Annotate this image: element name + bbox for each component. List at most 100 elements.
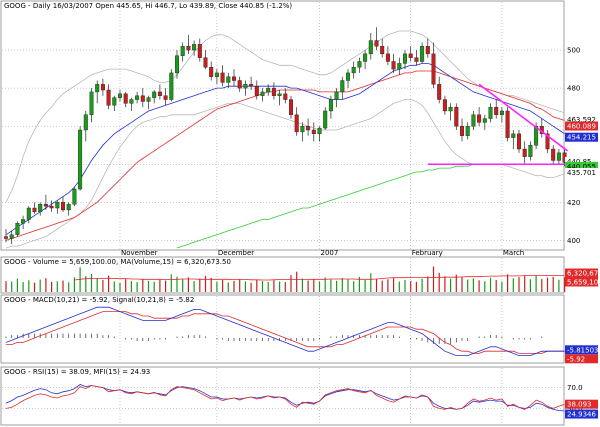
candle-up [471,114,476,127]
candle-up [66,204,71,211]
macd-line [5,306,565,357]
price-x-tick-label: February [412,249,443,257]
rsi-panel: 30.0 70.0 38.093 24.9346 GOOG - RSI(15) = … [0,366,598,426]
macd-panel: -5.81503-5.92 GOOG - MACD(10,21) = -5.92… [0,294,598,364]
candle-down [283,93,288,100]
rsi-header: GOOG - RSI(15) = 38.09, MFI(15) = 24.93 [4,368,150,376]
price-tick-label: 500 [567,47,580,55]
candle-up [266,87,271,93]
candle-down [100,84,105,91]
volume-header: GOOG - Volume = 5,659,100.00, MA(Volume,… [4,258,231,266]
candle-down [380,46,385,55]
candle-up [192,44,197,51]
candle-up [214,72,219,77]
rsi-panel-frame [0,366,565,426]
price-tag-454: 454.215 [567,134,596,142]
price-tag-460-bg [565,121,598,131]
price-x-tick-label: 2007 [321,249,339,257]
candle-down [454,106,459,127]
candle-down [294,114,299,133]
candle-up [243,84,248,89]
candle-up [448,106,453,112]
candle-down [289,99,294,115]
candle-up [26,207,31,220]
macd-header: GOOG - MACD(10,21) = -5.92, Signal(10,21… [4,296,194,304]
candle-up [357,61,362,68]
trendlines [427,83,569,166]
price-tag-463-bg [565,114,598,124]
volume-tag-ma-bg [565,268,598,278]
candle-down [311,129,316,135]
macd-signal-line [6,311,565,354]
candle-down [197,44,202,58]
price-panel-frame [0,0,565,251]
candle-up [511,133,516,138]
rsi-tick-label: 30.0 [567,405,583,413]
rsi-tag-rsi: 38.093 [567,401,592,409]
rsi-tag-mfi-bg [565,409,598,419]
candlesticks [3,27,567,245]
macd-tags: -5.81503-5.92 [565,345,598,364]
volume-tag-ma: 6,320,673 [567,270,600,278]
price-tag-460: 460.089 [567,123,596,131]
candle-down [61,202,66,211]
candle-down [49,205,54,209]
volume-tag-volume: 5,659,100 [567,279,600,287]
candle-down [437,84,442,100]
price-panel: 400420440460480500 NovemberDecember2007F… [0,0,598,257]
candle-up [117,93,122,98]
price-tag-454-bg [565,132,598,142]
rsi-lines [5,384,565,412]
candle-up [38,204,43,213]
candle-up [300,125,305,133]
candle-down [551,148,556,161]
candle-up [226,76,231,83]
candle-down [106,89,111,106]
volume-bars [5,266,566,292]
candle-up [112,97,117,106]
bollinger-band-line [5,30,565,203]
candle-down [237,80,242,89]
candle-up [180,46,185,56]
candle-up [72,188,77,205]
candle-down [460,125,465,136]
candle-up [556,152,561,161]
macd-tag-macd-bg [565,345,598,355]
candle-down [505,110,510,138]
price-x-tick-label: November [121,249,158,257]
candle-down [43,204,48,207]
candle-down [408,53,413,58]
candle-up [403,53,408,64]
macd-histogram [5,333,543,344]
candle-up [534,125,539,146]
candle-down [140,95,145,102]
candle-up [15,223,20,235]
candle-down [494,106,499,115]
candle-down [254,86,259,96]
candle-up [260,91,265,96]
rsi-grid: 30.0 70.0 [2,368,583,424]
rsi-tag-rsi-bg [565,399,598,409]
candle-up [528,145,533,157]
price-tag-close-bg [565,156,598,166]
candle-down [220,72,225,83]
candle-down [123,93,128,104]
candle-up [488,106,493,119]
candle-up [9,234,14,239]
candle-up [328,99,333,112]
price-x-grid [119,2,503,249]
price-tick-label: 480 [567,85,580,93]
candle-down [32,207,37,213]
candle-up [146,97,151,102]
trendline [478,83,569,152]
candle-down [517,133,522,150]
candle-up [129,99,134,104]
price-tag-435: 435.701 [567,169,596,177]
candle-down [271,87,276,96]
candle-down [431,53,436,85]
price-tag-435-bg [565,167,598,177]
candle-up [363,53,368,62]
candle-up [368,40,373,55]
price-tag-463: 463.592 [567,116,596,124]
